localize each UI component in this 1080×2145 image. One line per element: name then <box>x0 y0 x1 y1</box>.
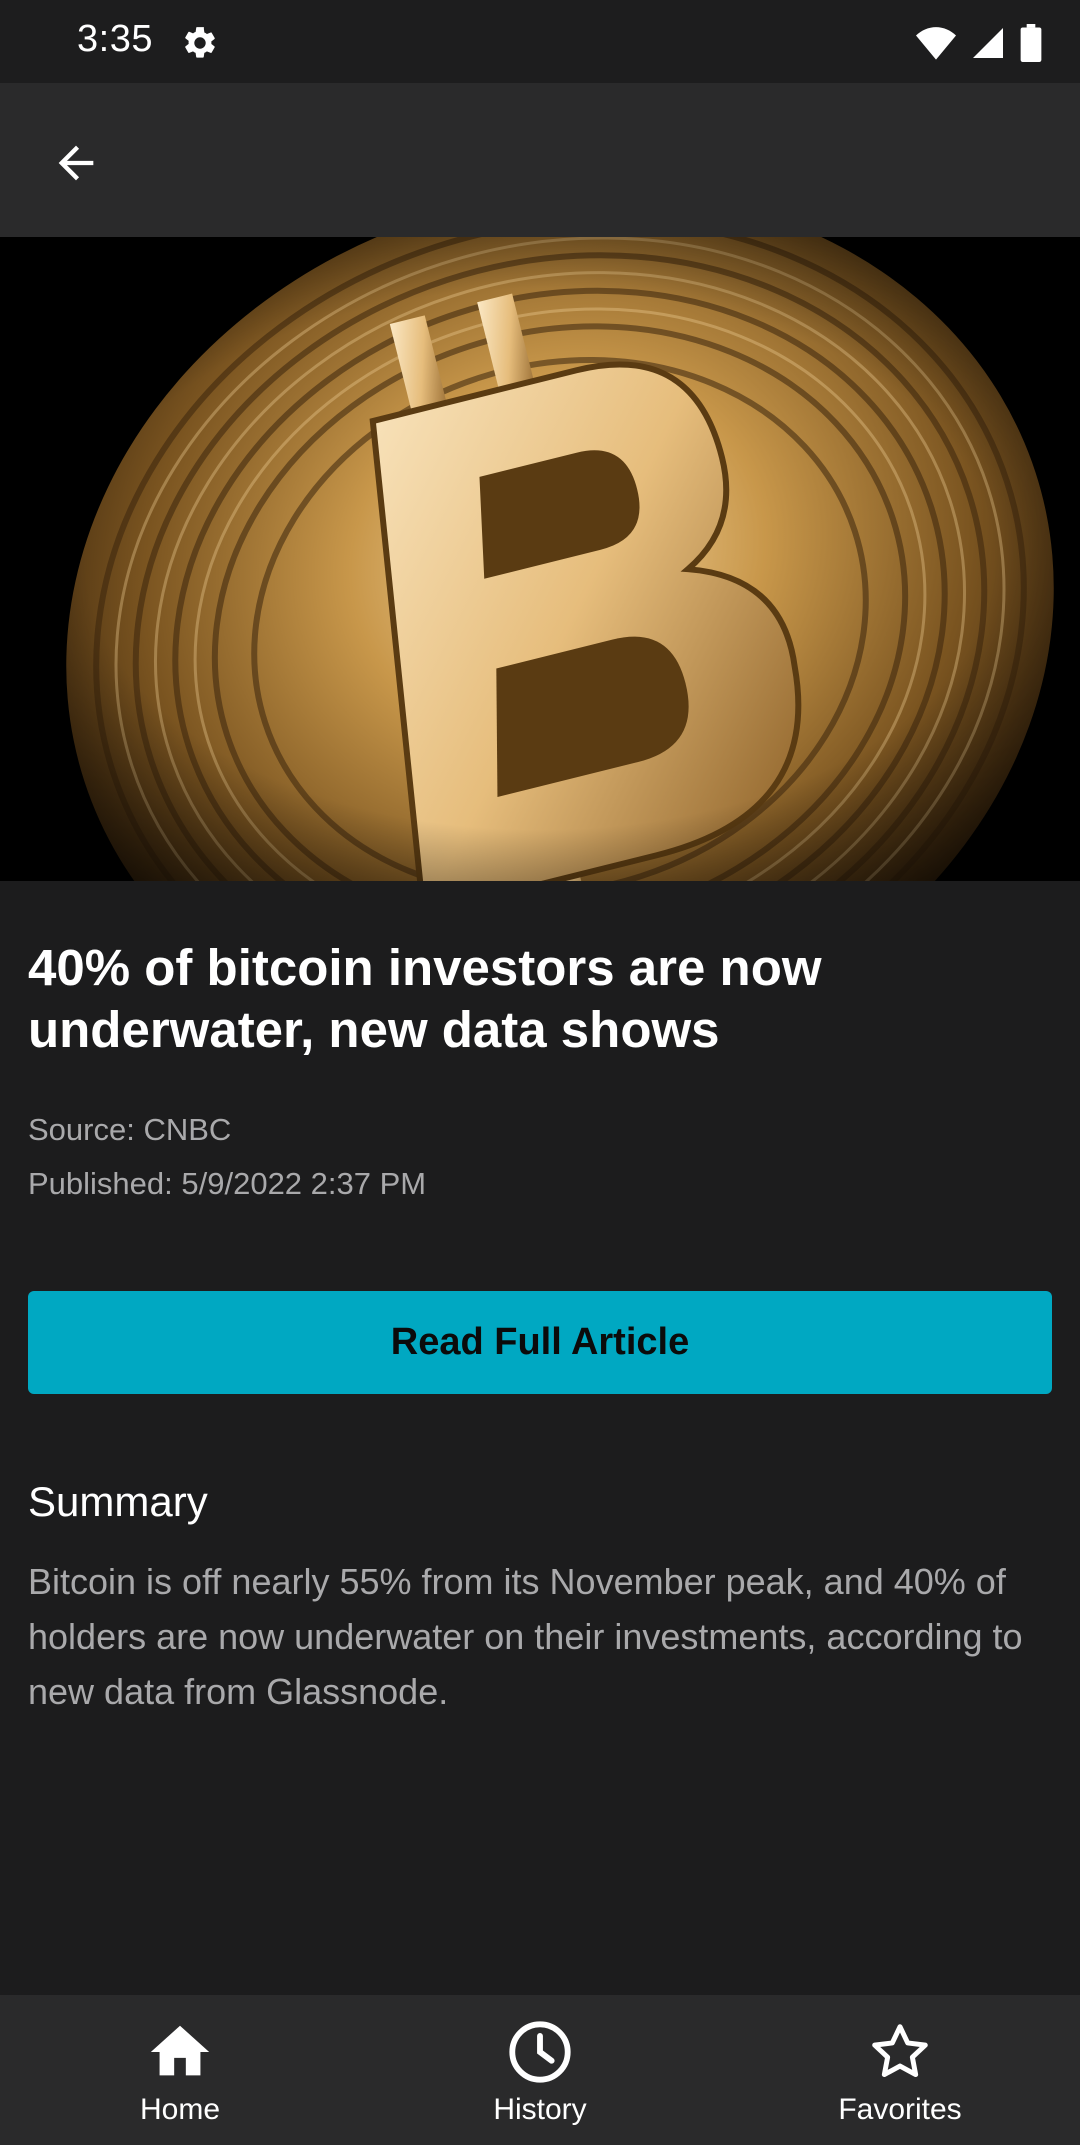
article-content: 40% of bitcoin investors are now underwa… <box>28 881 1052 1719</box>
signal-icon <box>973 28 1003 58</box>
battery-icon <box>1020 24 1042 62</box>
star-icon <box>872 2024 928 2078</box>
arrow-left-icon <box>58 145 94 181</box>
summary-text: Bitcoin is off nearly 55% from its Novem… <box>28 1561 1023 1712</box>
bitcoin-coin-illustration <box>0 237 1080 881</box>
article-meta: Source: CNBC Published: 5/9/2022 2:37 PM <box>28 1103 1052 1211</box>
read-full-article-button[interactable]: Read Full Article <box>28 1291 1052 1394</box>
article-title: 40% of bitcoin investors are now underwa… <box>28 939 822 1058</box>
bottom-navigation: Home History Favorites <box>0 1995 1080 2145</box>
nav-label-home: Home <box>139 2093 221 2126</box>
clock-icon <box>509 2021 571 2083</box>
article-published: Published: 5/9/2022 2:37 PM <box>28 1166 427 1201</box>
nav-item-home[interactable]: Home <box>0 1995 360 2145</box>
nav-label-favorites: Favorites <box>838 2093 962 2126</box>
nav-item-favorites[interactable]: Favorites <box>720 1995 1080 2145</box>
back-button[interactable] <box>40 127 112 199</box>
status-bar: 3:35 <box>0 0 1080 83</box>
app-bar <box>0 83 1080 237</box>
status-time: 3:35 <box>77 18 153 60</box>
summary-heading: Summary <box>28 1478 208 1525</box>
wifi-icon <box>916 27 956 60</box>
article-hero-image <box>0 237 1080 881</box>
article-source: Source: CNBC <box>28 1112 232 1147</box>
nav-label-history: History <box>493 2093 587 2126</box>
nav-item-history[interactable]: History <box>360 1995 720 2145</box>
status-icons <box>916 24 1042 62</box>
home-icon <box>150 2025 210 2076</box>
gear-icon <box>185 27 215 58</box>
